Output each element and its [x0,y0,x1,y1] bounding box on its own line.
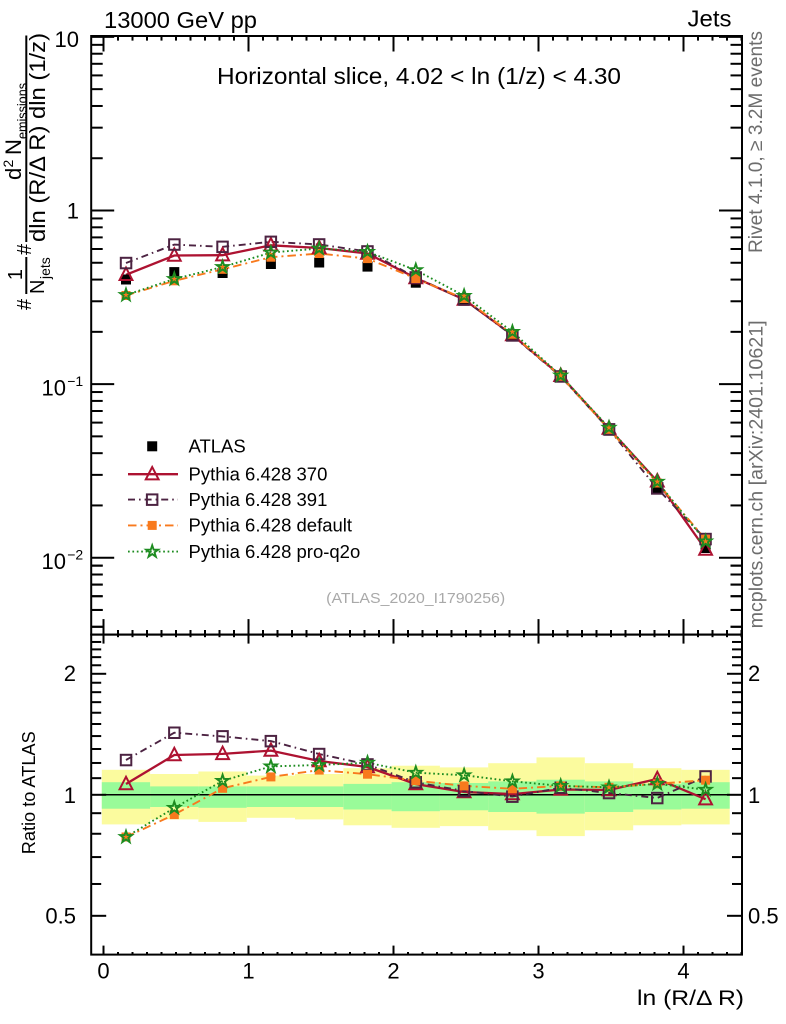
svg-text:#: # [14,243,36,255]
svg-text:4: 4 [677,958,689,983]
svg-text:ln (R/Δ R): ln (R/Δ R) [637,987,744,1010]
svg-text:1: 1 [242,958,254,983]
svg-text:2: 2 [0,160,16,168]
svg-text:ATLAS: ATLAS [189,436,246,457]
svg-text:Jets: Jets [688,6,732,32]
svg-text:1: 1 [67,199,79,224]
svg-text:2: 2 [387,958,399,983]
svg-text:1: 1 [5,269,27,280]
svg-text:0.5: 0.5 [45,904,76,929]
svg-text:N: N [27,280,49,294]
svg-text:Pythia 6.428 391: Pythia 6.428 391 [189,489,328,510]
svg-text:10: 10 [42,376,66,401]
svg-text:Pythia 6.428 pro-q2o: Pythia 6.428 pro-q2o [189,541,361,562]
svg-text:mcplots.cern.ch [arXiv:2401.10: mcplots.cern.ch [arXiv:2401.10621] [746,320,768,628]
svg-text:10: 10 [55,27,79,52]
svg-text:1: 1 [64,783,76,808]
svg-text:2: 2 [64,661,76,686]
svg-text:d: d [1,168,26,180]
svg-text:13000 GeV pp: 13000 GeV pp [104,7,257,33]
svg-text:−1: −1 [67,373,83,389]
svg-text:#: # [14,298,36,310]
svg-text:Ratio to ATLAS: Ratio to ATLAS [19,731,39,854]
svg-text:dln (R/Δ R) dln (1/z): dln (R/Δ R) dln (1/z) [25,33,50,242]
svg-text:jets: jets [37,257,53,280]
svg-text:10: 10 [42,549,66,574]
svg-text:0: 0 [97,958,109,983]
svg-text:Horizontal slice, 4.02 < ln (1: Horizontal slice, 4.02 < ln (1/z) < 4.30 [217,63,621,89]
svg-text:0.5: 0.5 [748,904,779,929]
svg-text:Rivet 4.1.0, ≥ 3.2M events: Rivet 4.1.0, ≥ 3.2M events [745,31,767,253]
svg-text:1: 1 [748,783,760,808]
svg-text:Pythia 6.428 default: Pythia 6.428 default [189,515,353,536]
svg-text:N: N [1,139,26,155]
svg-text:Pythia 6.428 370: Pythia 6.428 370 [189,463,328,484]
svg-text:−2: −2 [67,547,83,563]
svg-text:(ATLAS_2020_I1790256): (ATLAS_2020_I1790256) [326,591,505,607]
svg-text:3: 3 [532,958,544,983]
svg-text:emissions: emissions [14,83,30,139]
svg-text:2: 2 [748,661,760,686]
